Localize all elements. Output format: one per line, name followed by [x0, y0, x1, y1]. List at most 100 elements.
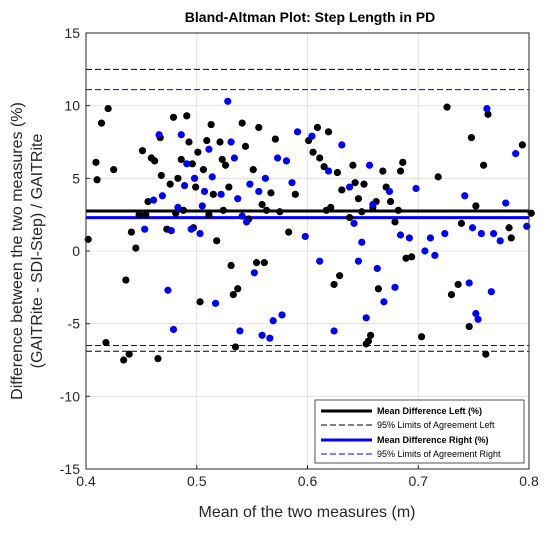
legend-label-loa-left: 95% Limits of Agreement Left	[377, 420, 495, 430]
data-point-left	[467, 134, 476, 142]
data-point-left	[379, 167, 387, 175]
data-point-left	[255, 123, 263, 132]
data-point-left	[177, 155, 185, 164]
data-point-right	[288, 179, 296, 187]
data-point-right	[483, 104, 491, 113]
y-tick-label: 10	[64, 98, 80, 114]
data-point-left	[157, 171, 165, 180]
y-axis-label-line1: Difference between the two measures (%)	[9, 102, 26, 400]
data-point-left	[367, 331, 375, 339]
data-point-left	[351, 179, 359, 187]
data-point-left	[166, 180, 174, 188]
data-point-left	[192, 183, 200, 191]
data-point-left	[434, 173, 442, 181]
data-point-left	[132, 244, 140, 252]
data-point-right	[461, 192, 469, 200]
data-point-right	[421, 247, 429, 255]
data-point-left	[218, 155, 226, 164]
data-point-left	[327, 203, 335, 211]
x-tick-label: 0.6	[298, 473, 318, 489]
data-point-right	[441, 229, 449, 238]
data-point-left	[172, 209, 180, 217]
data-point-left	[252, 259, 261, 267]
data-point-left	[234, 285, 242, 293]
y-tick-label: -5	[68, 316, 81, 332]
data-point-left	[482, 350, 490, 358]
data-point-right	[338, 141, 346, 149]
data-point-right	[187, 225, 195, 233]
data-point-right	[224, 97, 232, 105]
data-point-left	[484, 110, 492, 118]
data-point-left	[144, 197, 152, 206]
data-point-right	[489, 229, 498, 238]
data-point-right	[190, 174, 199, 182]
legend-label-mean-right: Mean Difference Right (%)	[377, 435, 489, 445]
y-tick-label: -15	[60, 461, 80, 477]
data-point-left	[207, 120, 215, 129]
data-point-right	[155, 131, 163, 139]
data-point-right	[380, 298, 388, 306]
data-point-left	[205, 211, 213, 219]
data-point-right	[174, 203, 182, 211]
data-point-left	[227, 261, 235, 270]
x-axis-label: Mean of the two measures (m)	[199, 504, 416, 521]
data-point-left	[174, 174, 182, 182]
data-point-left	[399, 158, 407, 166]
grid	[85, 32, 530, 470]
data-point-right	[200, 187, 209, 196]
data-point-left	[472, 202, 480, 210]
data-point-right	[246, 180, 254, 188]
data-point-right	[301, 232, 309, 241]
data-point-left	[104, 104, 112, 113]
data-point-right	[196, 229, 204, 238]
data-point-left	[138, 147, 147, 155]
data-point-left	[267, 189, 275, 197]
data-point-left	[194, 148, 202, 156]
data-point-left	[291, 190, 299, 198]
data-point-left	[203, 136, 211, 145]
data-point-right	[308, 132, 316, 140]
y-tick-label: 5	[72, 170, 80, 186]
data-point-left	[219, 206, 227, 214]
y-tick-label: 15	[64, 25, 80, 41]
data-point-right	[234, 195, 242, 203]
data-point-left	[169, 113, 178, 121]
data-point-left	[125, 350, 133, 358]
data-point-right	[373, 264, 381, 273]
data-point-right	[141, 225, 149, 233]
data-point-left	[374, 285, 382, 293]
data-point-right	[198, 202, 206, 210]
reference-lines	[86, 68, 529, 352]
data-point-left	[276, 208, 284, 216]
data-point-right	[324, 167, 333, 175]
data-point-right	[385, 187, 394, 196]
data-point-right	[426, 234, 435, 242]
data-point-left	[154, 354, 162, 363]
data-point-left	[231, 343, 240, 351]
data-point-right	[217, 190, 225, 198]
data-point-right	[273, 154, 282, 162]
data-point-right	[358, 238, 366, 246]
data-point-right	[396, 231, 405, 239]
data-point-left	[183, 112, 191, 120]
data-point-left	[97, 119, 106, 127]
data-point-right	[330, 327, 338, 335]
data-point-right	[149, 196, 158, 204]
data-point-left	[241, 142, 250, 150]
data-point-right	[238, 212, 246, 220]
data-point-right	[354, 257, 363, 265]
data-point-right	[502, 199, 510, 207]
data-point-left	[354, 195, 363, 203]
data-point-right	[158, 192, 167, 200]
data-point-left	[249, 166, 257, 174]
data-point-left	[358, 208, 366, 216]
data-point-left	[313, 123, 322, 132]
data-point-right	[487, 288, 495, 296]
data-point-right	[474, 315, 482, 323]
x-tick-label: 0.4	[76, 473, 96, 489]
data-point-left	[324, 128, 333, 136]
data-point-left	[188, 160, 196, 168]
data-point-left	[457, 219, 466, 227]
